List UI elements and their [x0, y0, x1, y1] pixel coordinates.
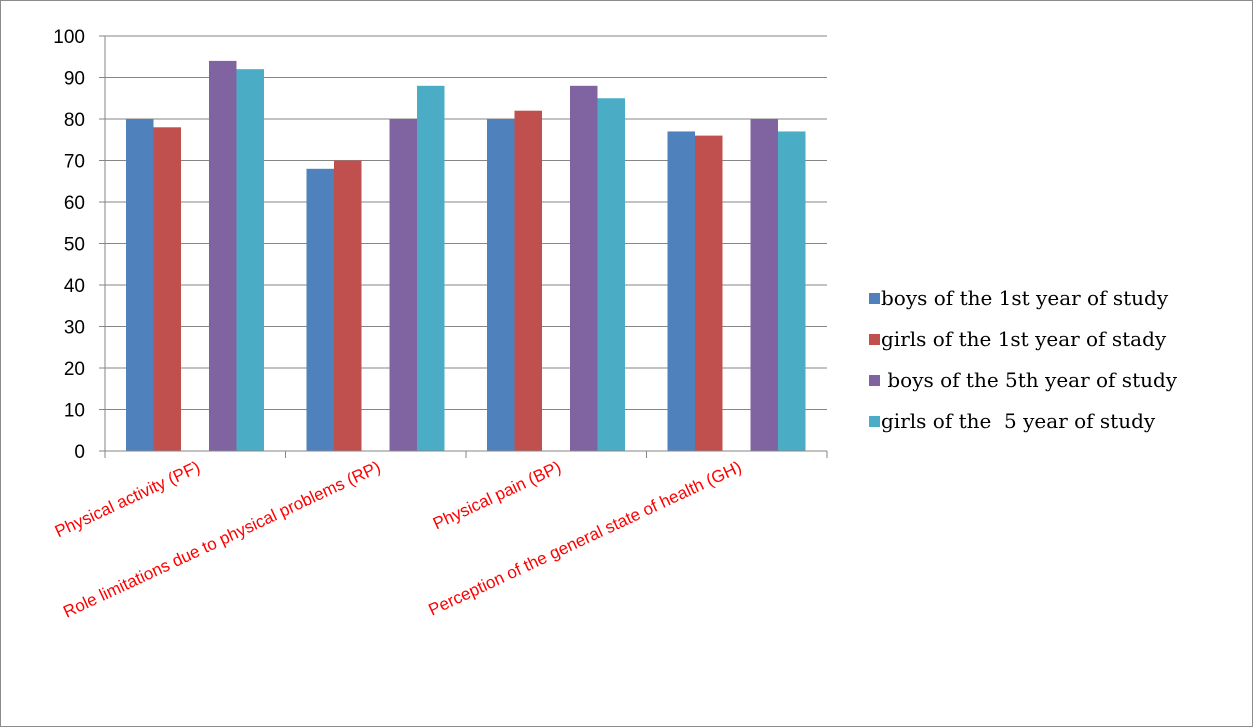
- bar: [306, 168, 334, 452]
- y-tick-label: 10: [64, 401, 85, 422]
- bar: [750, 119, 778, 451]
- legend-swatch: [869, 416, 880, 427]
- legend: boys of the 1st year of study girls of th…: [869, 286, 1178, 433]
- x-category-label: Physical activity (PF): [52, 457, 203, 541]
- y-tick-label: 30: [64, 318, 85, 339]
- bar: [126, 119, 154, 451]
- bars: [126, 60, 806, 452]
- x-category-label: Role limitations due to physical problem…: [60, 457, 383, 621]
- legend-label: girls of the 5 year of study: [881, 409, 1156, 433]
- bar: [389, 119, 417, 451]
- bar: [695, 135, 723, 451]
- y-tick-label: 60: [64, 193, 85, 214]
- axes: [99, 35, 828, 458]
- bar: [153, 127, 181, 452]
- bar: [487, 119, 515, 451]
- y-tick-label: 80: [64, 110, 85, 131]
- y-tick-label: 20: [64, 359, 85, 380]
- legend-swatch: [869, 334, 880, 345]
- y-tick-label: 100: [53, 27, 85, 48]
- bar: [778, 131, 806, 451]
- y-tick-label: 90: [64, 69, 85, 90]
- bar: [570, 85, 598, 452]
- bar: [667, 131, 695, 451]
- x-category-label: Physical pain (BP): [430, 457, 564, 533]
- bar: [209, 60, 237, 452]
- bar: [334, 160, 362, 451]
- legend-label: boys of the 1st year of study: [881, 286, 1169, 310]
- legend-swatch: [869, 293, 880, 304]
- bar: [236, 69, 264, 451]
- bar: [514, 110, 542, 451]
- legend-label: boys of the 5th year of study: [881, 368, 1178, 392]
- legend-swatch: [869, 375, 880, 386]
- y-tick-label: 0: [74, 442, 85, 463]
- y-tick-label: 40: [64, 276, 85, 297]
- bar: [597, 98, 625, 451]
- x-category-label: Perception of the general state of healt…: [426, 457, 745, 619]
- y-tick-label: 50: [64, 235, 85, 256]
- legend-label: girls of the 1st year of stady: [881, 327, 1167, 351]
- bar: [417, 85, 445, 452]
- y-tick-label: 70: [64, 152, 85, 173]
